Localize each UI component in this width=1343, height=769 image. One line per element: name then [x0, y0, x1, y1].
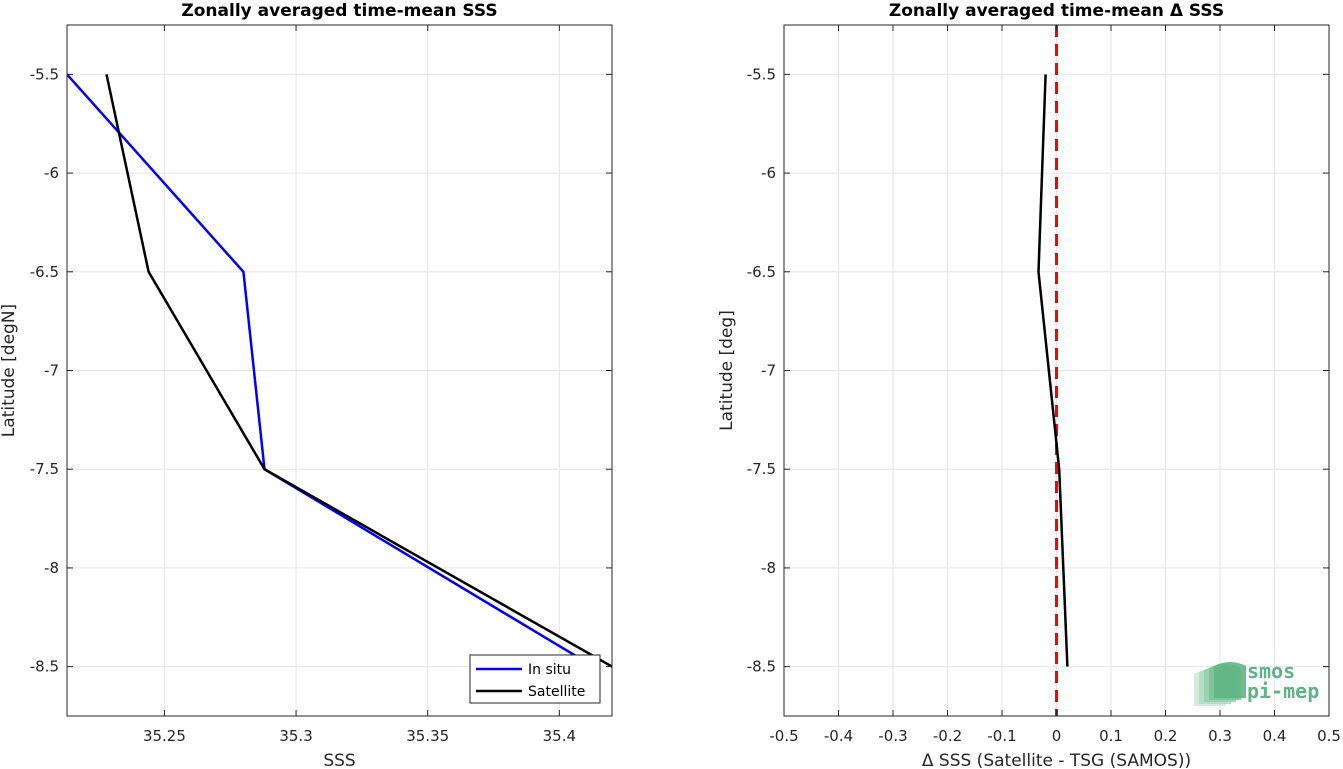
y-tick-label: -7 [761, 362, 776, 380]
chart-title: Zonally averaged time-mean SSS [181, 1, 497, 21]
y-tick-label: -7 [44, 362, 59, 380]
y-tick-label: -6 [44, 164, 59, 182]
y-axis-label: Latitude [degN] [0, 304, 19, 437]
x-tick-label: 0.1 [1099, 727, 1123, 745]
y-tick-label: -6.5 [30, 263, 59, 281]
x-tick-label: 0.5 [1317, 727, 1341, 745]
x-tick-label: -0.3 [878, 727, 907, 745]
logo-text-smos: smos [1247, 659, 1295, 683]
x-tick-label: -0.4 [824, 727, 853, 745]
left-chart: 35.25 35.3 35.35 35.4 -5.5 -6 -6.5 -7 -7.5 -8 -8.5… [0, 1, 613, 769]
x-tick-label: 35.4 [543, 727, 576, 745]
x-tick-label: 0.2 [1154, 727, 1178, 745]
x-axis-label: SSS [323, 751, 355, 769]
x-axis-label: Δ SSS (Satellite - TSG (SAMOS)) [922, 751, 1191, 769]
x-tick-label: 0 [1052, 727, 1062, 745]
series-line-in-situ [67, 73, 595, 668]
x-tick-label: 0.3 [1208, 727, 1232, 745]
logo-wave-shape [1214, 662, 1246, 698]
y-tick-label: -5.5 [747, 65, 776, 83]
right-chart: -0.5 -0.4 -0.3 -0.2 -0.1 0 0.1 0.2 0.3 0.4 0.5 -5.5… [717, 1, 1341, 769]
y-tick-label: -8 [44, 559, 59, 577]
y-tick-label: -7.5 [30, 460, 59, 478]
y-tick-label: -8.5 [747, 658, 776, 676]
x-tick-label: 35.25 [143, 727, 186, 745]
legend-label: In situ [528, 662, 571, 678]
logo-text-pimep: pi-mep [1247, 679, 1319, 703]
y-tick-label: -6.5 [747, 263, 776, 281]
legend: In situ Satellite [469, 654, 601, 704]
y-tick-label: -7.5 [747, 460, 776, 478]
x-tick-label: -0.2 [933, 727, 962, 745]
y-tick-label: -5.5 [30, 65, 59, 83]
y-tick-label: -8 [761, 559, 776, 577]
x-tick-label: 0.4 [1263, 727, 1287, 745]
x-tick-label: 35.3 [279, 727, 312, 745]
y-tick-label: -6 [761, 164, 776, 182]
legend-box [469, 654, 601, 704]
series-line-0 [1037, 74, 1069, 667]
x-tick-label: -0.5 [769, 727, 798, 745]
chart-title: Zonally averaged time-mean Δ SSS [889, 1, 1224, 21]
x-tick-label: -0.1 [987, 727, 1016, 745]
legend-label: Satellite [528, 684, 585, 700]
x-tick-label: 35.35 [406, 727, 449, 745]
y-tick-label: -8.5 [30, 658, 59, 676]
series-line-satellite [105, 74, 612, 668]
y-axis-label: Latitude [deg] [717, 310, 737, 431]
